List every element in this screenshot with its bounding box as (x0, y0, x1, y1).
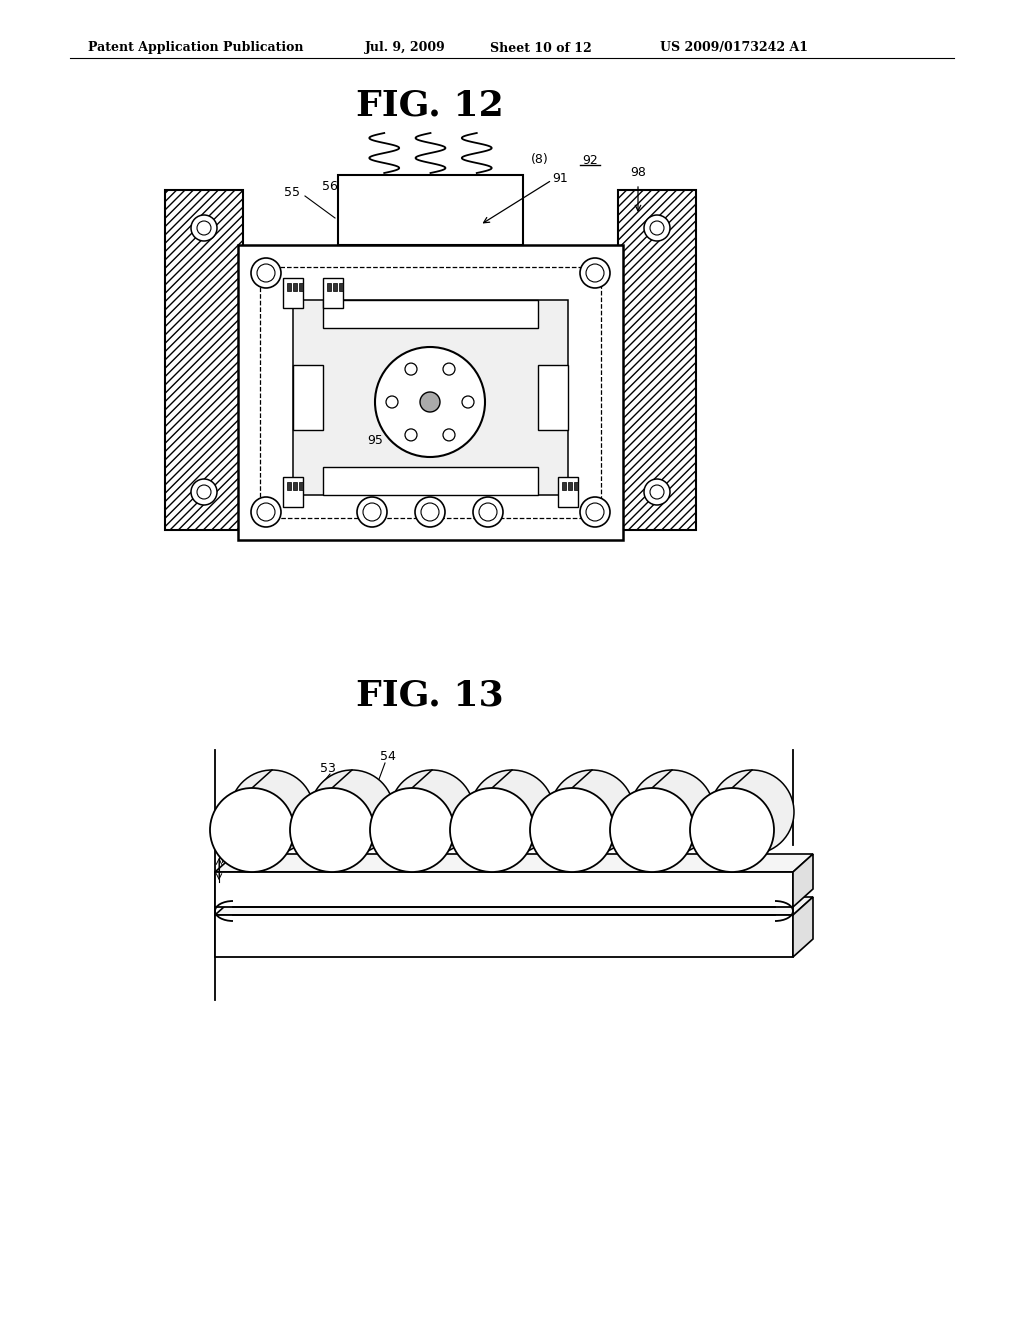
Circle shape (530, 788, 614, 873)
Bar (562, 482, 566, 490)
Circle shape (450, 788, 534, 873)
Bar (165, 190, 243, 531)
Circle shape (644, 215, 670, 242)
Circle shape (420, 392, 440, 412)
Circle shape (310, 770, 394, 854)
Bar (299, 482, 303, 490)
Bar (283, 279, 303, 308)
Text: Jul. 9, 2009: Jul. 9, 2009 (365, 41, 445, 54)
Circle shape (257, 264, 275, 282)
Text: 56: 56 (323, 181, 338, 194)
Circle shape (251, 257, 281, 288)
Bar (283, 477, 303, 507)
Circle shape (470, 770, 554, 854)
Circle shape (290, 788, 374, 873)
Text: 54: 54 (380, 750, 396, 763)
Bar (293, 482, 297, 490)
Bar (568, 482, 572, 490)
Circle shape (375, 347, 485, 457)
Bar (293, 300, 568, 495)
Polygon shape (215, 898, 813, 915)
Bar (338, 176, 523, 246)
Bar (558, 477, 578, 507)
Circle shape (210, 788, 294, 873)
Bar (618, 190, 696, 531)
Circle shape (370, 788, 454, 873)
Circle shape (230, 770, 314, 854)
Text: 95: 95 (367, 433, 383, 446)
Circle shape (191, 215, 217, 242)
Circle shape (390, 770, 474, 854)
Circle shape (586, 503, 604, 521)
Circle shape (362, 503, 381, 521)
Circle shape (630, 770, 714, 854)
Circle shape (650, 484, 664, 499)
Circle shape (421, 503, 439, 521)
Text: Patent Application Publication: Patent Application Publication (88, 41, 303, 54)
Circle shape (710, 770, 794, 854)
Circle shape (610, 788, 694, 873)
Bar (293, 366, 323, 430)
Text: 92: 92 (582, 153, 598, 166)
Bar (339, 282, 343, 290)
Bar (538, 366, 568, 430)
Circle shape (251, 498, 281, 527)
Bar (323, 467, 538, 495)
Circle shape (257, 503, 275, 521)
Circle shape (197, 484, 211, 499)
Text: P2: P2 (221, 855, 234, 865)
Text: Sheet 10 of 12: Sheet 10 of 12 (490, 41, 592, 54)
Circle shape (406, 429, 417, 441)
Text: 55: 55 (284, 186, 300, 199)
Text: 98: 98 (630, 165, 646, 178)
Bar (327, 282, 331, 290)
Circle shape (580, 498, 610, 527)
Circle shape (479, 503, 497, 521)
Circle shape (586, 264, 604, 282)
Bar (299, 282, 303, 290)
Bar (215, 915, 793, 957)
Circle shape (443, 429, 455, 441)
Polygon shape (793, 854, 813, 907)
Circle shape (462, 396, 474, 408)
Bar (323, 300, 538, 327)
Circle shape (473, 498, 503, 527)
Text: 91: 91 (552, 172, 568, 185)
Bar (574, 482, 578, 490)
Bar (215, 873, 793, 907)
Polygon shape (215, 854, 813, 873)
Circle shape (644, 479, 670, 506)
Circle shape (415, 498, 445, 527)
Bar (287, 482, 291, 490)
Circle shape (357, 498, 387, 527)
Circle shape (650, 220, 664, 235)
Bar (260, 267, 601, 517)
Circle shape (197, 220, 211, 235)
Bar (238, 246, 623, 540)
Circle shape (690, 788, 774, 873)
Circle shape (550, 770, 634, 854)
Text: 53: 53 (321, 762, 336, 775)
Text: (8): (8) (531, 153, 549, 166)
Circle shape (386, 396, 398, 408)
Text: US 2009/0173242 A1: US 2009/0173242 A1 (660, 41, 808, 54)
Polygon shape (793, 898, 813, 957)
Circle shape (580, 257, 610, 288)
Bar (333, 282, 337, 290)
Circle shape (443, 363, 455, 375)
Bar (293, 282, 297, 290)
Text: FIG. 12: FIG. 12 (356, 88, 504, 121)
Bar (323, 279, 343, 308)
Bar (287, 282, 291, 290)
Circle shape (406, 363, 417, 375)
Text: FIG. 13: FIG. 13 (356, 678, 504, 711)
Circle shape (191, 479, 217, 506)
Text: P1: P1 (221, 873, 234, 883)
